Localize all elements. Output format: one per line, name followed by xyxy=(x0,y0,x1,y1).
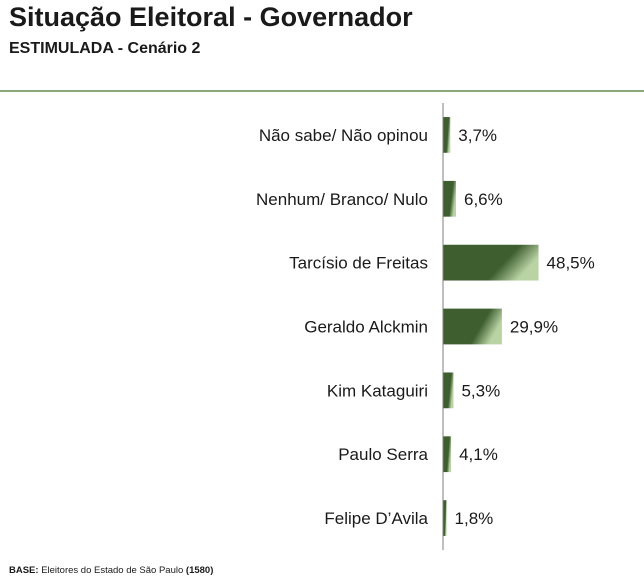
category-label: Geraldo Alckmin xyxy=(304,318,428,337)
bar-5 xyxy=(443,436,452,473)
category-label: Não sabe/ Não opinou xyxy=(259,126,428,145)
category-label: Paulo Serra xyxy=(338,445,428,464)
category-label: Felipe D’Avila xyxy=(324,509,428,528)
value-label: 5,3% xyxy=(461,381,500,400)
footer-base-label: BASE: xyxy=(9,565,39,576)
value-label: 29,9% xyxy=(510,318,558,337)
value-label: 48,5% xyxy=(547,254,595,273)
header-divider xyxy=(0,90,644,92)
value-label: 4,1% xyxy=(459,445,498,464)
bar-4 xyxy=(443,372,454,409)
footer-base-text: Eleitores do Estado de São Paulo xyxy=(38,565,186,576)
bar-0 xyxy=(443,117,451,153)
bar-2 xyxy=(443,244,539,281)
value-label: 3,7% xyxy=(458,126,497,145)
bar-6 xyxy=(443,500,447,536)
value-label: 1,8% xyxy=(455,509,494,528)
value-label: 6,6% xyxy=(464,190,503,209)
category-label: Tarcísio de Freitas xyxy=(289,254,428,273)
page-subtitle: ESTIMULADA - Cenário 2 xyxy=(9,40,201,57)
category-label: Kim Kataguiri xyxy=(327,381,428,400)
footer-base-note: BASE: Eleitores do Estado de São Paulo (… xyxy=(9,565,213,576)
footer-base-count: (1580) xyxy=(185,565,214,576)
page-title: Situação Eleitoral - Governador xyxy=(9,2,413,32)
bar-1 xyxy=(443,180,457,217)
category-label: Nenhum/ Branco/ Nulo xyxy=(256,190,428,209)
bar-3 xyxy=(443,308,502,345)
